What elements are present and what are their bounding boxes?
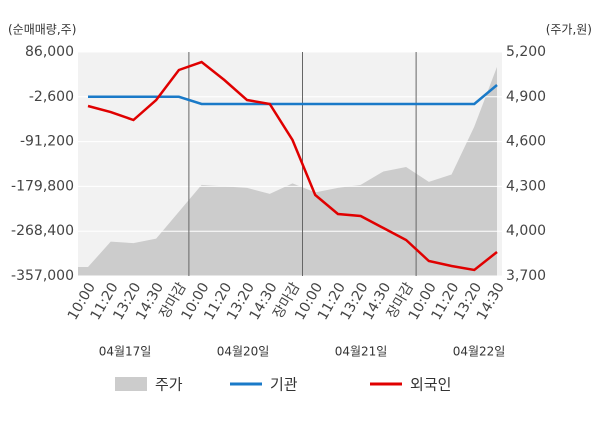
y-tick-label: -179,800 [11, 178, 74, 194]
legend-label: 주가 [155, 376, 183, 394]
y2-tick-label: 4,000 [506, 223, 546, 239]
y-tick-label: 86,000 [25, 44, 74, 60]
day-label: 04월21일 [335, 345, 388, 359]
legend-label: 외국인 [410, 376, 451, 394]
day-label: 04월20일 [217, 345, 270, 359]
y2-tick-label: 4,900 [506, 89, 546, 105]
y-tick-label: -91,200 [20, 134, 74, 150]
legend-label: 기관 [270, 376, 298, 394]
day-label: 04월22일 [453, 345, 506, 359]
y2-tick-label: 4,300 [506, 178, 546, 194]
y2-tick-label: 3,700 [506, 268, 546, 284]
y-tick-label: -2,600 [29, 89, 74, 105]
y2-tick-label: 5,200 [506, 44, 546, 60]
price-area [78, 66, 497, 276]
day-label: 04월17일 [99, 345, 152, 359]
y-tick-label: -357,000 [11, 268, 74, 284]
y2-tick-label: 4,600 [506, 134, 546, 150]
legend-swatch [115, 377, 147, 391]
series-line [87, 60, 498, 272]
y-tick-label: -268,400 [11, 223, 74, 239]
y-axis-label: (순매매량,주) [8, 23, 76, 37]
y2-axis-label: (주가,원) [546, 23, 592, 37]
series-line [88, 84, 498, 106]
